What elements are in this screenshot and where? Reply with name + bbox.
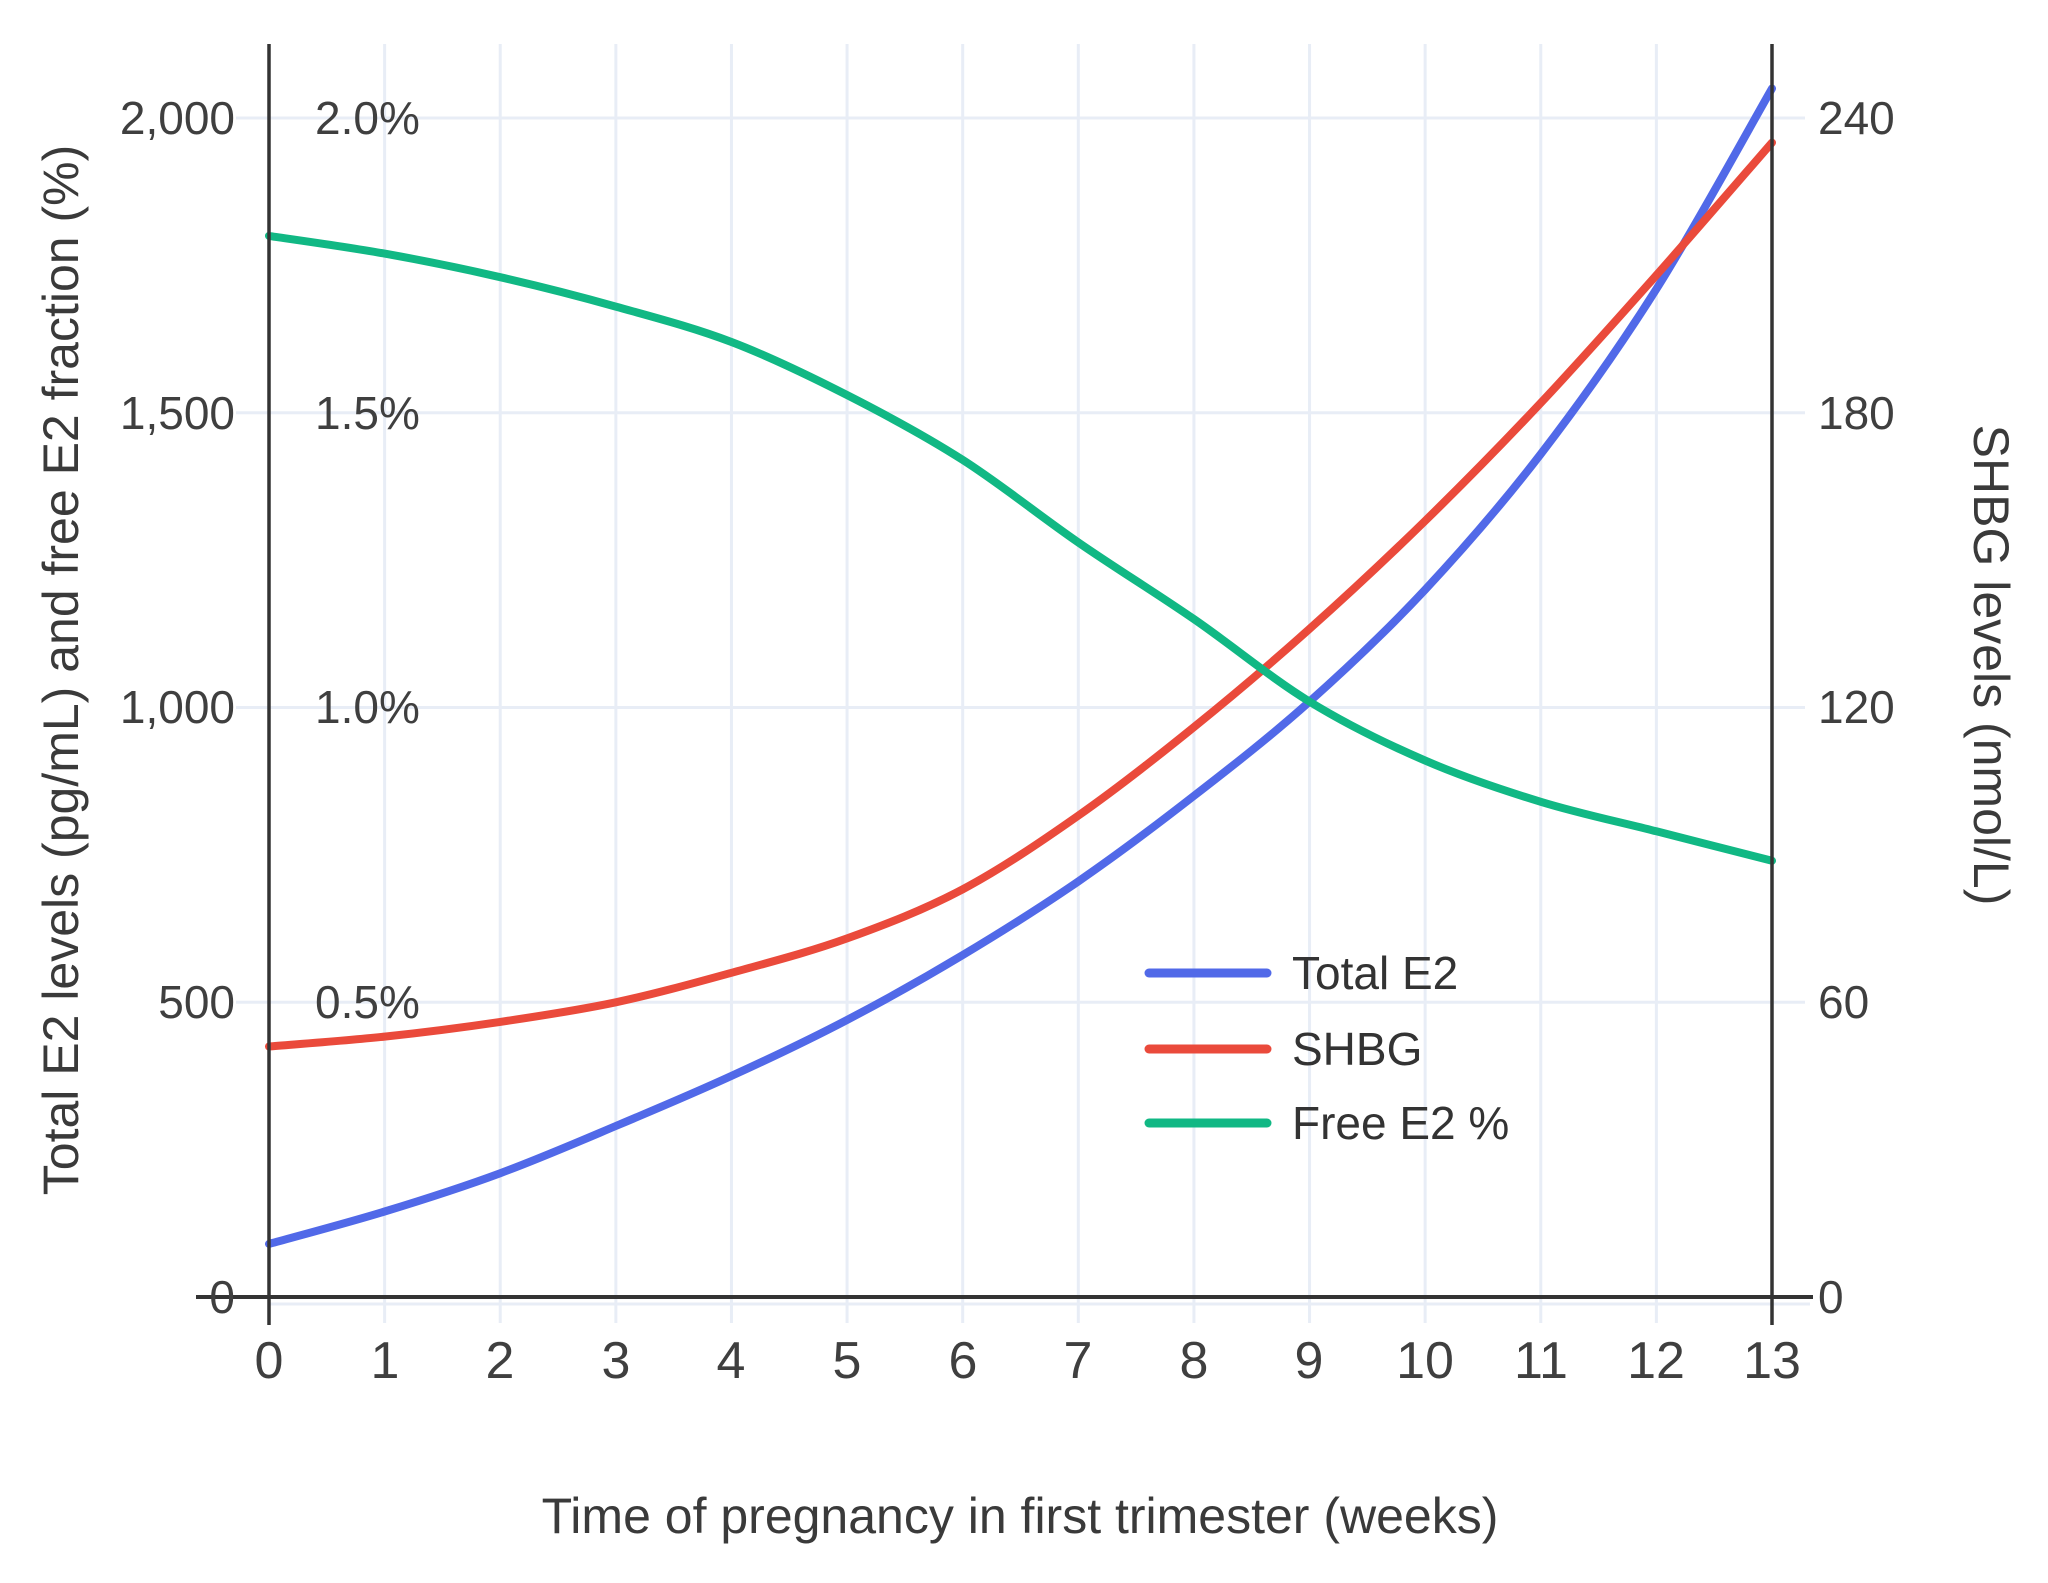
legend-label-free-e2: Free E2 %	[1292, 1097, 1509, 1149]
grid-layer	[236, 44, 1810, 1323]
y-right-tick-label: 0	[1818, 1271, 1844, 1323]
y-right-tick-label: 120	[1818, 681, 1895, 733]
x-tick-label: 4	[717, 1332, 746, 1390]
y-left-tick-label: 500	[158, 976, 235, 1028]
y-axis-right-title: SHBG levels (nmol/L)	[1963, 425, 2019, 906]
x-tick-label: 11	[1514, 1332, 1568, 1390]
x-tick-labels: 0 1 2 3 4 5 6 7 8 9 10 11 12 13	[255, 1332, 1801, 1390]
x-tick-label: 3	[602, 1332, 631, 1390]
percent-tick-label: 1.0%	[315, 681, 420, 733]
x-tick-label: 13	[1743, 1332, 1801, 1390]
free-e2-percent-labels: 0.5% 1.0% 1.5% 2.0%	[315, 92, 420, 1028]
x-axis-title: Time of pregnancy in first trimester (we…	[542, 1488, 1499, 1544]
y-left-tick-label: 0	[209, 1271, 235, 1323]
x-tick-label: 7	[1064, 1332, 1093, 1390]
percent-tick-label: 2.0%	[315, 92, 420, 144]
y-right-tick-label: 60	[1818, 976, 1869, 1028]
y-left-tick-label: 1,500	[120, 387, 235, 439]
x-tick-label: 2	[486, 1332, 515, 1390]
x-tick-label: 6	[949, 1332, 978, 1390]
x-tick-label: 5	[833, 1332, 862, 1390]
legend-label-shbg: SHBG	[1292, 1023, 1422, 1075]
x-tick-label: 12	[1627, 1332, 1685, 1390]
legend-item-total-e2[interactable]: Total E2	[1144, 947, 1458, 999]
y-left-tick-labels: 0 500 1,000 1,500 2,000	[120, 92, 235, 1323]
y-right-tick-label: 180	[1818, 387, 1895, 439]
x-tick-label: 8	[1180, 1332, 1209, 1390]
y-left-tick-label: 2,000	[120, 92, 235, 144]
series-line-total-e2[interactable]	[265, 84, 1776, 1248]
y-right-tick-label: 240	[1818, 92, 1895, 144]
legend: Total E2 SHBG Free E2 %	[1144, 947, 1509, 1149]
y-right-tick-labels: 0 60 120 180 240	[1818, 92, 1895, 1323]
series-line-shbg[interactable]	[265, 138, 1776, 1051]
axes	[196, 44, 1813, 1325]
legend-item-free-e2[interactable]: Free E2 %	[1144, 1097, 1509, 1149]
x-tick-label: 1	[371, 1332, 400, 1390]
percent-tick-label: 1.5%	[315, 387, 420, 439]
x-tick-label: 0	[255, 1332, 284, 1390]
x-tick-label: 10	[1396, 1332, 1454, 1390]
curves-layer	[265, 84, 1776, 1248]
series-line-free-e2[interactable]	[265, 231, 1776, 865]
legend-label-total-e2: Total E2	[1292, 947, 1458, 999]
x-tick-label: 9	[1295, 1332, 1324, 1390]
legend-item-shbg[interactable]: SHBG	[1144, 1023, 1422, 1075]
percent-tick-label: 0.5%	[315, 976, 420, 1028]
y-axis-left-title: Total E2 levels (pg/mL) and free E2 frac…	[33, 145, 89, 1195]
y-left-tick-label: 1,000	[120, 681, 235, 733]
